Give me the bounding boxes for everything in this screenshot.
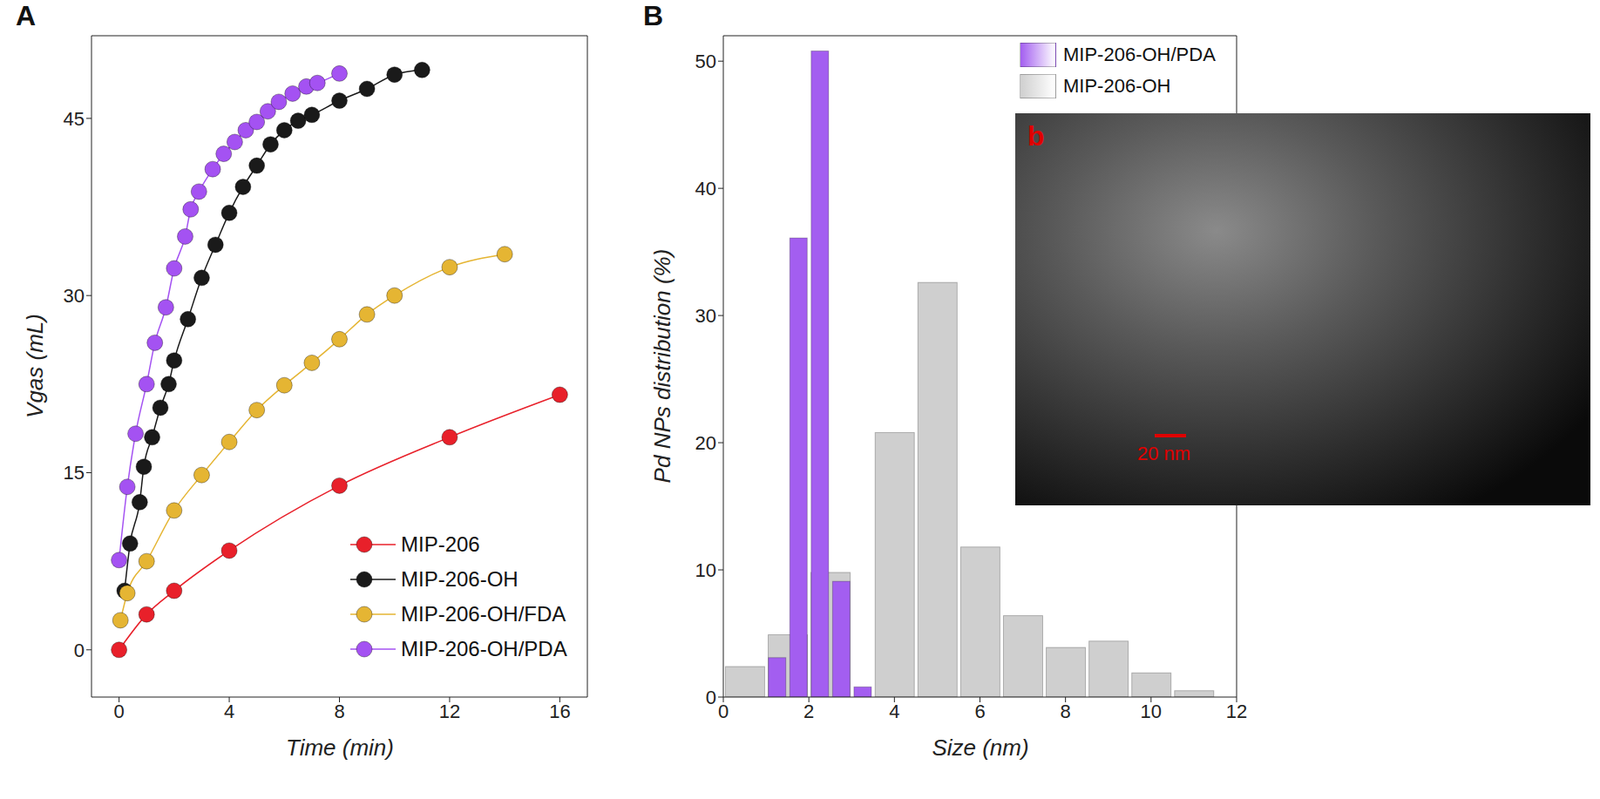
svg-text:40: 40: [695, 177, 717, 200]
svg-text:10: 10: [1140, 700, 1162, 723]
svg-text:0: 0: [705, 686, 717, 709]
svg-text:4: 4: [223, 700, 235, 723]
svg-text:0: 0: [718, 700, 729, 723]
svg-text:8: 8: [1060, 700, 1072, 723]
html-text:Vgas (mL): Vgas (mL): [21, 313, 48, 419]
svg-text:10: 10: [695, 559, 717, 582]
html-text:MIP-206-OH/FDA: MIP-206-OH/FDA: [400, 602, 566, 626]
svg-text:30: 30: [63, 284, 85, 307]
html-text:B: B: [643, 0, 664, 32]
svg-text:4: 4: [888, 700, 900, 723]
html-text:A: A: [15, 0, 36, 32]
svg-text:50: 50: [695, 50, 717, 73]
html-text:Time (min): Time (min): [285, 734, 394, 761]
svg-text:2: 2: [803, 700, 814, 723]
svg-text:45: 45: [63, 108, 85, 130]
svg-text:6: 6: [974, 700, 985, 723]
svg-text:30: 30: [695, 305, 717, 327]
svg-text:0: 0: [74, 639, 85, 662]
svg-text:12: 12: [439, 700, 461, 723]
svg-text:15: 15: [63, 461, 85, 484]
html-text:MIP-206-OH/PDA: MIP-206-OH/PDA: [400, 637, 568, 661]
html-text:MIP-206: MIP-206: [400, 532, 480, 556]
svg-text:8: 8: [333, 700, 345, 723]
svg-text:0: 0: [113, 700, 124, 723]
html-text:b: b: [1027, 120, 1045, 152]
html-text:20 nm: 20 nm: [1137, 442, 1191, 465]
html-text:Pd NPs distribution (%): Pd NPs distribution (%): [648, 248, 675, 484]
html-text:MIP-206-OH: MIP-206-OH: [1063, 74, 1171, 97]
svg-text:12: 12: [1226, 700, 1248, 723]
svg-text:20: 20: [695, 432, 717, 455]
html-text:Size (nm): Size (nm): [931, 734, 1029, 761]
html-text:MIP-206-OH: MIP-206-OH: [400, 567, 519, 591]
html-text:MIP-206-OH/PDA: MIP-206-OH/PDA: [1063, 43, 1216, 66]
svg-text:16: 16: [549, 700, 570, 723]
